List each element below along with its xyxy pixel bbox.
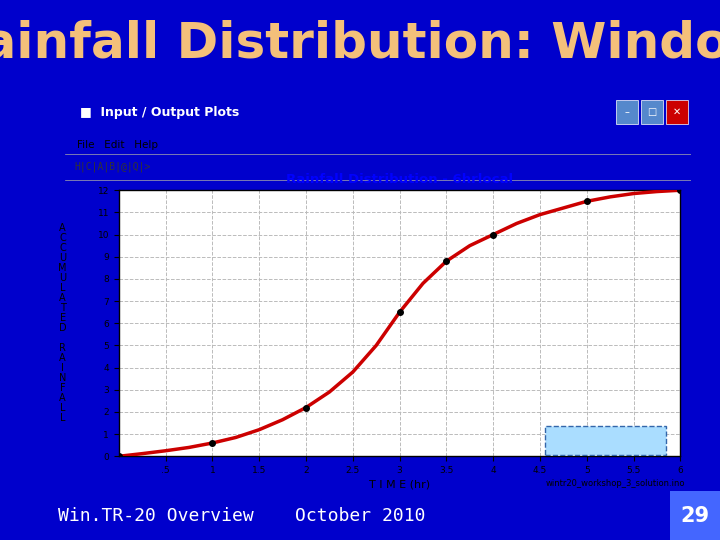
X-axis label: T I M E (hr): T I M E (hr) [369,479,430,489]
Bar [545,427,667,455]
Text: H|C|A|B|@|Q|>: H|C|A|B|@|Q|> [74,161,150,172]
Bar [616,100,638,124]
Text: wintr20_workshop_3_solution.ino: wintr20_workshop_3_solution.ino [546,479,685,488]
Text: Win.TR-20 Overview: Win.TR-20 Overview [58,507,253,525]
Text: ✕: ✕ [673,107,681,117]
Text: A
C
C
U
M
U
L
A
T
E
D
 
R
A
I
N
F
A
L
L: A C C U M U L A T E D R A I N F A L L [58,223,67,423]
Text: 29: 29 [680,505,709,526]
Text: ■  Input / Output Plots: ■ Input / Output Plots [81,105,240,119]
Bar [641,100,663,124]
Text: –: – [624,107,629,117]
Bar [666,100,688,124]
Text: Rainfall Distribution: Window: Rainfall Distribution: Window [0,20,720,68]
Title: Rainfall Distribution - 6hrlocal: Rainfall Distribution - 6hrlocal [286,173,513,186]
Text: □: □ [647,107,657,117]
Text: File   Edit   Help: File Edit Help [77,140,158,150]
Bar [670,491,720,540]
Text: October 2010: October 2010 [294,507,426,525]
